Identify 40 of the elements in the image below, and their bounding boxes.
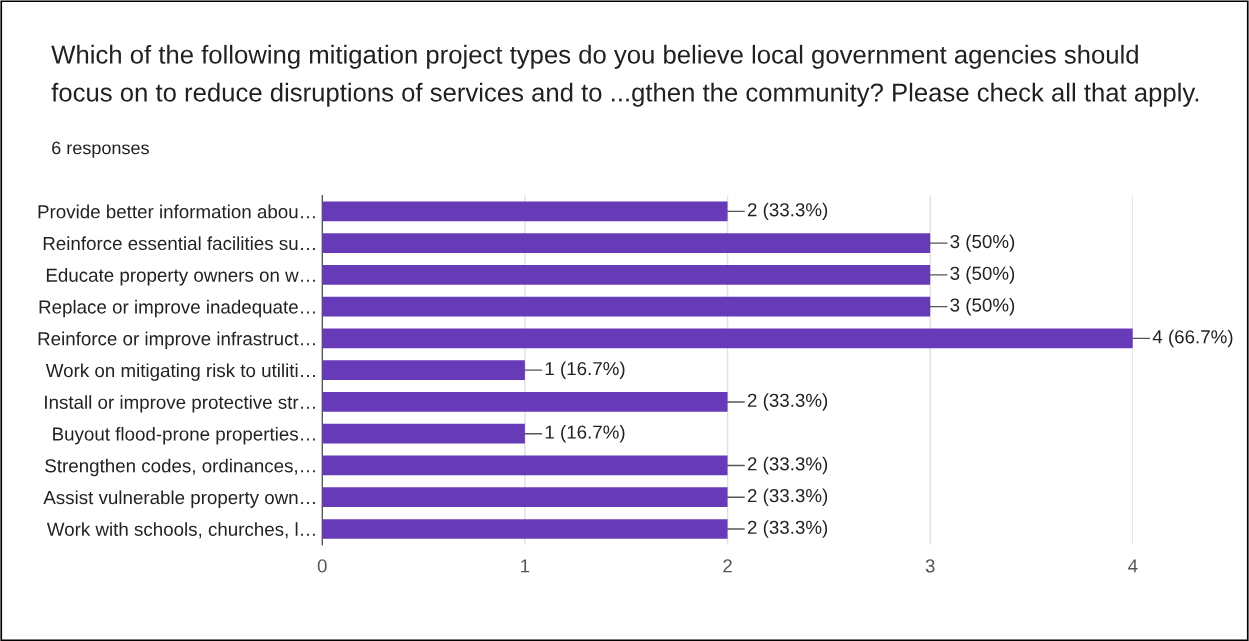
data-label: 2 (33.3%) (747, 202, 828, 221)
bar (322, 201, 728, 222)
bar (322, 423, 525, 444)
x-tick-label: 4 (1128, 559, 1138, 573)
y-tick-label: Reinforce essential facilities su… (43, 236, 315, 251)
y-tick-label: Install or improve protective str… (45, 395, 315, 413)
data-label: 3 (50%) (950, 266, 1015, 284)
data-label: 2 (33.3%) (747, 488, 828, 506)
y-tick-label: Reinforce or improve infrastruct… (38, 331, 315, 350)
y-tick-label: Assist vulnerable property own… (43, 490, 315, 508)
data-label: 3 (50%) (950, 234, 1015, 252)
data-label: 2 (33.3%) (747, 393, 828, 411)
data-label: 4 (66.7%) (1152, 329, 1233, 348)
chart-title: Which of the following mitigation project types do you believe local government agencies should focus on to reduce disruptions of services and to ...gthen the community? Please check all that apply. (51, 44, 1199, 107)
y-tick-label: Strengthen codes, ordinances,… (45, 458, 315, 477)
data-label: 2 (33.3%) (747, 456, 828, 475)
bar (322, 487, 728, 508)
x-tick-label: 3 (925, 559, 935, 573)
bar (322, 296, 931, 317)
data-label: 2 (33.3%) (747, 520, 828, 538)
bar (322, 328, 1133, 349)
y-tick-label: Educate property owners on w… (46, 268, 315, 286)
y-tick-label: Provide better information abou… (38, 204, 315, 219)
bar (322, 233, 931, 253)
bar (322, 455, 728, 476)
y-tick-label: Replace or improve inadequate… (39, 299, 315, 318)
y-tick-label: Buyout flood-prone properties… (53, 426, 315, 445)
data-label: 3 (50%) (950, 297, 1015, 316)
bar (322, 519, 728, 539)
text: 6 responses (52, 141, 149, 158)
bar (322, 360, 525, 381)
x-tick-label: 0 (317, 559, 327, 573)
bar (322, 392, 728, 412)
x-tick-label: 2 (723, 559, 732, 573)
y-tick-label: Work with schools, churches, l… (46, 522, 315, 539)
bar (322, 265, 931, 285)
data-label: 1 (16.7%) (545, 361, 625, 379)
data-label: 1 (16.7%) (545, 424, 625, 443)
x-tick-label: 1 (521, 559, 530, 573)
y-tick-label: Work on mitigating risk to utiliti… (45, 363, 315, 381)
